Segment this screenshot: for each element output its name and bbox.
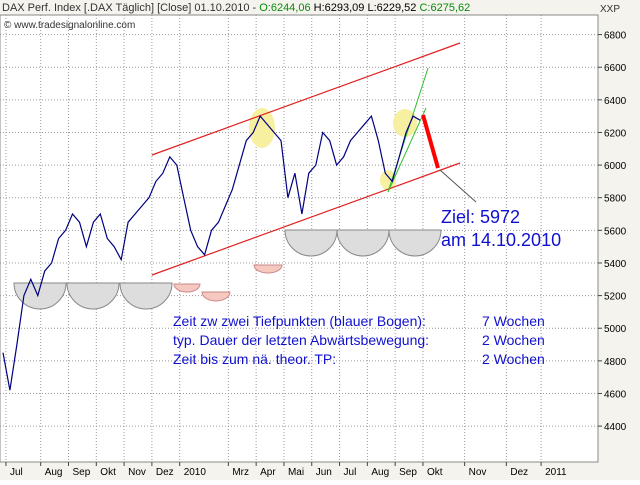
bowl (173, 283, 201, 293)
bowl (253, 264, 283, 274)
x-tick-label: Dez (510, 467, 528, 478)
highlight (393, 109, 417, 137)
y-tick-label: 5800 (604, 194, 627, 205)
header-high: H:6293,09 (314, 2, 365, 14)
highlight (380, 170, 396, 190)
x-tick-label: Aug (371, 467, 389, 478)
target-date: am 14.10.2010 (441, 230, 561, 250)
channel-upper (151, 42, 461, 156)
x-tick-label: Sep (399, 467, 417, 478)
x-tick-label: Okt (100, 467, 116, 478)
info-label: Zeit zw zwei Tiefpunkten (blauer Bogen): (173, 313, 426, 329)
y-tick-label: 4800 (604, 357, 627, 368)
projection (421, 114, 440, 169)
header-name: DAX Perf. Index [.DAX Täglich] [Close] 0… (2, 2, 256, 14)
y-tick-label: 6200 (604, 128, 627, 139)
info-value: 2 Wochen (482, 332, 545, 348)
x-tick-label: Sep (73, 467, 91, 478)
bowl (66, 282, 120, 310)
info-block: Zeit zw zwei Tiefpunkten (blauer Bogen):… (173, 313, 545, 367)
x-tick-label: 2011 (545, 467, 567, 478)
x-tick-label: Jun (316, 467, 332, 478)
x-tick-label: Aug (45, 467, 63, 478)
x-tick-label: Dez (156, 467, 174, 478)
y-tick-label: 5000 (604, 324, 627, 335)
info-value: 2 Wochen (482, 351, 545, 367)
header-low: L:6229,52 (367, 2, 416, 14)
channel-lower (151, 162, 461, 276)
x-tick-label: Apr (260, 467, 276, 478)
bowl (119, 282, 173, 310)
price-line (2, 114, 421, 391)
pointer-line (439, 169, 477, 203)
target-label: Ziel: 5972 (441, 207, 520, 227)
header: DAX Perf. Index [.DAX Täglich] [Close] 0… (2, 2, 470, 14)
grid (0, 15, 598, 462)
series (2, 114, 421, 391)
info-label: Zeit bis zum nä. theor. TP: (173, 351, 336, 367)
header-open: O:6244,06 (259, 2, 310, 14)
header-close: C:6275,62 (419, 2, 470, 14)
y-tick-label: 5600 (604, 226, 627, 237)
bowl (336, 229, 390, 257)
symbol: XXP (600, 4, 620, 15)
x-tick-label: Jul (10, 467, 23, 478)
bowl (388, 229, 442, 257)
copyright: © www.tradesignalonline.com (4, 20, 135, 31)
x-tick-label: Jul (344, 467, 357, 478)
x-tick-label: Nov (128, 467, 146, 478)
x-tick-label: Mrz (232, 467, 249, 478)
y-tick-label: 5400 (604, 259, 627, 270)
y-tick-label: 6400 (604, 96, 627, 107)
bowl (284, 229, 338, 257)
trend-line (387, 107, 427, 193)
decorations (13, 42, 477, 310)
info-value: 7 Wochen (482, 313, 545, 329)
x-tick-label: Nov (469, 467, 487, 478)
y-tick-label: 4600 (604, 389, 627, 400)
y-tick-label: 6800 (604, 31, 627, 42)
info-label: typ. Dauer der letzten Abwärtsbewegung: (173, 332, 429, 348)
bowl (201, 291, 231, 302)
y-tick-label: 5200 (604, 292, 627, 303)
highlight (249, 108, 275, 148)
x-tick-label: 2010 (184, 467, 207, 478)
x-tick-label: Mai (288, 467, 304, 478)
y-tick-label: 6600 (604, 63, 627, 74)
y-tick-label: 4400 (604, 422, 627, 433)
y-tick-label: 6000 (604, 161, 627, 172)
x-tick-label: Okt (427, 467, 443, 478)
